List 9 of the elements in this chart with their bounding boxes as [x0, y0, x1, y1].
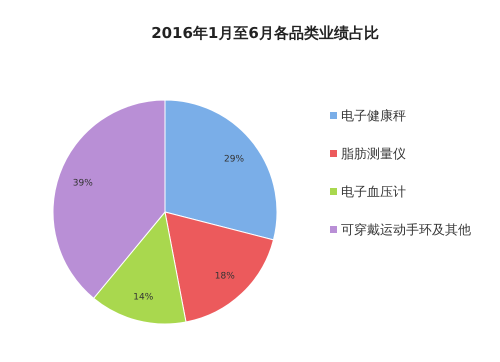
- data-label: 18%: [214, 272, 236, 282]
- data-label: 14%: [133, 292, 154, 303]
- chart-title: 2016年1月至6月各品类业绩占比: [151, 24, 379, 42]
- legend-label: 可穿戴运动手环及其他: [341, 223, 471, 238]
- legend-label: 脂肪测量仪: [341, 147, 406, 162]
- data-label: 29%: [224, 154, 244, 164]
- legend-label: 电子血压计: [341, 185, 406, 200]
- data-label: 39%: [72, 178, 94, 188]
- legend-label: 电子健康秤: [341, 109, 406, 124]
